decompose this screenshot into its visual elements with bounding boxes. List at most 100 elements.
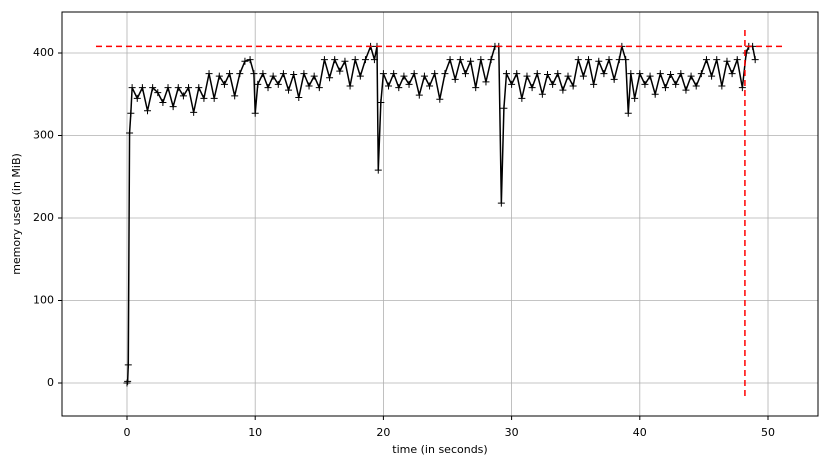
- point-marker: [518, 94, 526, 102]
- point-marker: [574, 56, 582, 64]
- y-tick-label: 100: [33, 294, 54, 307]
- point-marker: [472, 84, 480, 92]
- point-marker: [672, 80, 680, 88]
- point-marker: [543, 70, 551, 78]
- point-marker: [415, 91, 423, 99]
- point-marker: [508, 80, 516, 88]
- point-marker: [482, 78, 490, 86]
- point-marker: [559, 86, 567, 94]
- point-marker: [554, 70, 562, 78]
- point-marker: [361, 56, 369, 64]
- y-axis-label: memory used (in MiB): [10, 153, 23, 275]
- point-marker: [708, 72, 716, 80]
- point-marker: [651, 90, 659, 98]
- point-marker: [751, 56, 759, 64]
- point-marker: [205, 70, 213, 78]
- point-marker: [195, 84, 203, 92]
- point-marker: [500, 104, 508, 112]
- point-marker: [451, 75, 459, 83]
- point-marker: [528, 84, 536, 92]
- point-marker: [124, 377, 132, 385]
- x-tick-label: 40: [633, 426, 647, 439]
- point-marker: [441, 70, 449, 78]
- point-marker: [374, 166, 382, 174]
- point-marker: [236, 70, 244, 78]
- point-marker: [585, 56, 593, 64]
- point-marker: [154, 89, 162, 97]
- point-marker: [128, 84, 136, 92]
- point-marker: [390, 70, 398, 78]
- point-marker: [661, 84, 669, 92]
- y-tick-label: 400: [33, 46, 54, 59]
- point-marker: [241, 57, 249, 65]
- point-marker: [487, 56, 495, 64]
- point-marker: [718, 82, 726, 90]
- y-tick-label: 200: [33, 211, 54, 224]
- point-marker: [305, 82, 313, 90]
- point-marker: [274, 80, 282, 88]
- point-marker: [697, 70, 705, 78]
- point-marker: [533, 70, 541, 78]
- point-marker: [379, 70, 387, 78]
- point-marker: [190, 108, 198, 116]
- point-marker: [549, 80, 557, 88]
- point-marker: [395, 84, 403, 92]
- point-marker: [738, 84, 746, 92]
- point-marker: [497, 199, 505, 207]
- point-marker: [590, 80, 598, 88]
- point-marker: [138, 84, 146, 92]
- x-tick-label: 20: [376, 426, 390, 439]
- point-marker: [331, 56, 339, 64]
- point-marker: [728, 70, 736, 78]
- point-marker: [164, 84, 172, 92]
- point-marker: [742, 49, 750, 57]
- point-marker: [351, 56, 359, 64]
- point-marker: [579, 72, 587, 80]
- point-marker: [251, 109, 259, 117]
- point-marker: [538, 90, 546, 98]
- point-marker: [133, 94, 141, 102]
- point-marker: [605, 56, 613, 64]
- point-marker: [646, 72, 654, 80]
- point-marker: [513, 70, 521, 78]
- x-axis-label: time (in seconds): [392, 443, 487, 456]
- point-marker: [461, 70, 469, 78]
- point-marker: [169, 103, 177, 111]
- point-marker: [149, 84, 157, 92]
- point-marker: [667, 70, 675, 78]
- point-marker: [405, 80, 413, 88]
- point-marker: [320, 56, 328, 64]
- point-marker: [641, 80, 649, 88]
- point-marker: [300, 70, 308, 78]
- point-marker: [400, 72, 408, 80]
- y-tick-label: 300: [33, 129, 54, 142]
- point-marker: [279, 70, 287, 78]
- point-marker: [210, 94, 218, 102]
- point-marker: [431, 70, 439, 78]
- point-marker: [426, 82, 434, 90]
- point-marker: [336, 67, 344, 75]
- point-marker: [226, 70, 234, 78]
- point-marker: [126, 129, 134, 137]
- point-marker: [326, 74, 334, 82]
- point-marker: [269, 72, 277, 80]
- point-marker: [420, 72, 428, 80]
- plot-frame: [61, 11, 819, 417]
- x-tick-label: 50: [761, 426, 775, 439]
- point-marker: [600, 70, 608, 78]
- point-marker: [627, 70, 635, 78]
- x-tick-label: 10: [248, 426, 262, 439]
- point-marker: [295, 94, 303, 102]
- point-marker: [385, 82, 393, 90]
- x-tick-label: 0: [123, 426, 130, 439]
- point-marker: [446, 56, 454, 64]
- point-marker: [682, 86, 690, 94]
- point-marker: [123, 379, 131, 387]
- point-marker: [264, 84, 272, 92]
- point-marker: [687, 72, 695, 80]
- point-marker: [310, 72, 318, 80]
- point-marker: [220, 80, 228, 88]
- point-marker: [502, 70, 510, 78]
